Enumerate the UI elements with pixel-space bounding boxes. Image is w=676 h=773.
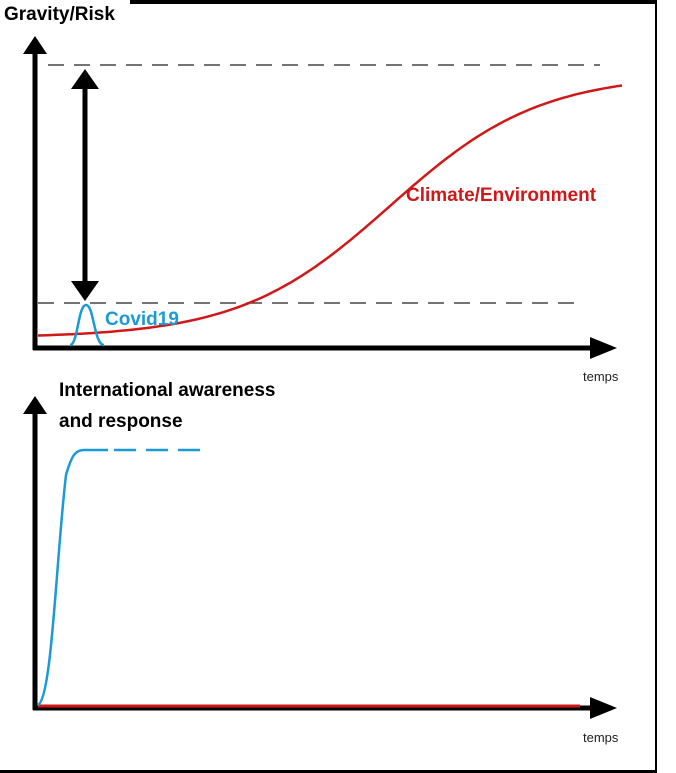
bottom-y-axis-label: International awareness and response xyxy=(59,375,275,437)
top-border xyxy=(130,0,656,4)
top-y-axis-arrowhead xyxy=(23,36,47,54)
bottom-x-axis-arrowhead xyxy=(590,697,617,719)
covid-series-line xyxy=(69,303,105,347)
gap-arrow-head-top xyxy=(71,68,99,89)
bottom-covid-response-line xyxy=(37,448,108,707)
climate-series-label: Climate/Environment xyxy=(406,185,597,206)
bottom-y-axis-label-line2: and response xyxy=(59,411,183,432)
bottom-y-axis-label-line1: International awareness xyxy=(59,380,276,401)
bottom-border xyxy=(0,770,657,773)
bottom-x-axis-label: temps xyxy=(583,730,619,745)
top-x-axis-label: temps xyxy=(583,369,619,384)
bottom-y-axis-arrowhead xyxy=(23,396,47,414)
top-y-axis-label: Gravity/Risk xyxy=(4,4,115,25)
climate-series-line xyxy=(37,84,623,337)
covid-series-label: Covid19 xyxy=(105,309,179,330)
top-x-axis-arrowhead xyxy=(590,337,617,359)
right-border xyxy=(655,0,657,773)
gap-arrow-head-bottom xyxy=(71,281,99,301)
